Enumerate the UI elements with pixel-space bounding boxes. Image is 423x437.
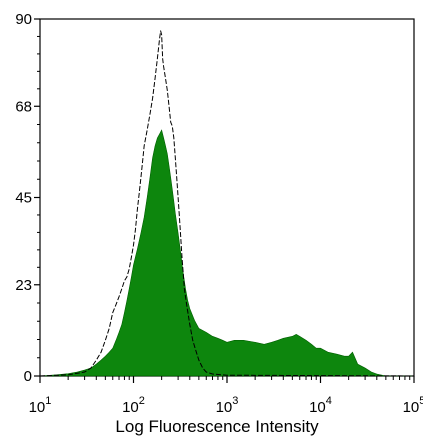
x-tick-label-1: 102 — [122, 395, 145, 416]
x-tick-label-2: 103 — [216, 395, 239, 416]
plot-frame — [39, 18, 415, 377]
series-0-filled-area — [39, 129, 414, 377]
x-tick-label-4: 105 — [403, 395, 423, 416]
x-axis-title: Log Fluorescence Intensity — [115, 417, 319, 436]
y-tick-label-4: 90 — [15, 11, 32, 28]
x-tick-label-0: 101 — [29, 395, 52, 416]
series-1-dashed-line — [39, 30, 415, 377]
y-tick-label-1: 23 — [15, 277, 32, 294]
y-tick-label-3: 68 — [15, 98, 32, 115]
y-tick-label-0: 0 — [24, 368, 32, 385]
y-tick-label-2: 45 — [15, 190, 32, 207]
axes-layer: 0 23 45 68 90 101 102 103 104 105 — [15, 11, 423, 416]
series-layer — [39, 30, 415, 377]
plot-area — [39, 18, 415, 377]
x-tick-label-3: 104 — [309, 395, 332, 416]
